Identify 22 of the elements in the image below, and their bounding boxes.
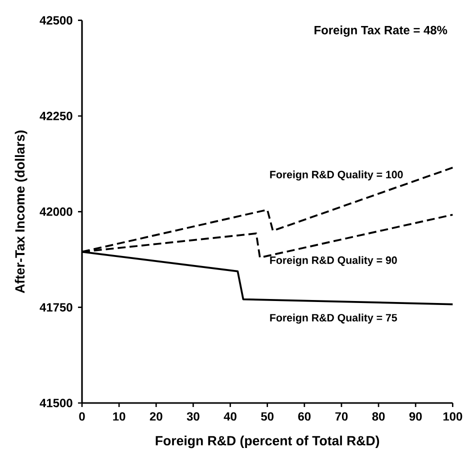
series-label: Foreign R&D Quality = 75 <box>270 314 397 324</box>
x-tick-label: 60 <box>298 412 311 421</box>
y-tick-label: 41750 <box>40 303 72 312</box>
series-label: Foreign R&D Quality = 100 <box>270 170 403 180</box>
y-tick-label: 42250 <box>40 112 72 120</box>
y-tick-label: 42000 <box>40 207 72 216</box>
y-tick-label: 41500 <box>40 398 72 408</box>
x-tick-label: 10 <box>113 412 126 421</box>
x-tick-label: 70 <box>335 412 348 421</box>
x-tick-label: 20 <box>150 412 162 421</box>
y-axis-title: After-Tax Income (dollars) <box>14 130 28 294</box>
x-tick-label: 100 <box>443 412 462 421</box>
series-label: Foreign R&D Quality = 90 <box>270 256 397 266</box>
x-tick-label: 80 <box>372 412 385 421</box>
x-tick-label: 40 <box>224 412 236 421</box>
y-tick-label: 42500 <box>40 16 72 25</box>
chart-title: Foreign Tax Rate = 48% <box>314 26 448 37</box>
x-tick-label: 50 <box>261 412 274 421</box>
x-axis-title: Foreign R&D (percent of Total R&D) <box>156 436 380 448</box>
x-tick-label: 30 <box>186 412 200 421</box>
x-tick-label: 90 <box>409 412 422 421</box>
x-tick-label: 0 <box>79 412 85 421</box>
